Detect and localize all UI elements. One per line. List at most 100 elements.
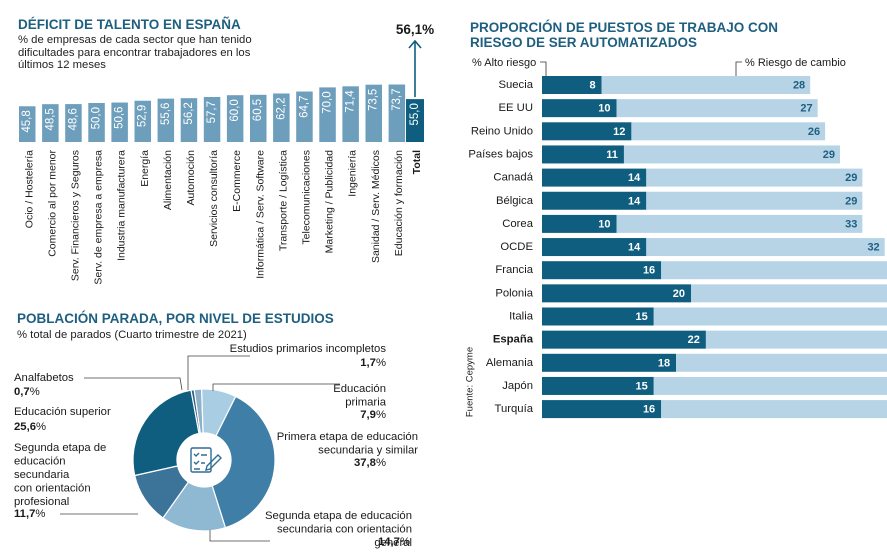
donut-value-label: 1,7% (360, 357, 386, 369)
checklist-icon (190, 447, 222, 473)
sector-bar (250, 94, 267, 142)
change-risk-value: 29 (845, 195, 857, 207)
country-label: España (493, 334, 534, 346)
high-risk-bar (542, 284, 691, 303)
high-risk-value: 12 (613, 126, 625, 138)
high-risk-value: 16 (643, 265, 655, 277)
legend-change-risk-line (735, 61, 742, 77)
sector-value-label: 56,2 (183, 102, 195, 124)
change-risk-bar (646, 191, 863, 210)
sector-bar (319, 87, 336, 142)
high-risk-value: 15 (636, 380, 648, 392)
donut-slice-label: Primera etapa de educación secundaria y s… (277, 431, 419, 457)
sector-value-label: 50,6 (114, 107, 126, 129)
total-bar (406, 99, 424, 142)
high-risk-value: 11 (606, 149, 618, 161)
high-risk-value: 8 (589, 80, 595, 92)
high-risk-value: 22 (688, 334, 700, 346)
donut-slice-label: Analfabetos (14, 372, 74, 384)
sector-category-label: E-Commerce (231, 150, 243, 212)
donut-slice (132, 389, 200, 477)
sector-category-label: Energía (139, 150, 151, 187)
change-risk-bar (646, 238, 885, 257)
sector-value-label: 45,8 (21, 110, 33, 132)
donut-slice-label: Educación primaria (333, 383, 386, 409)
high-risk-value: 14 (628, 195, 641, 207)
sector-value-label: 60,5 (252, 99, 264, 121)
sector-value-label: 50,0 (91, 107, 103, 129)
high-risk-bar (542, 191, 647, 210)
high-risk-bar (542, 214, 617, 233)
sector-bar (296, 91, 313, 142)
change-risk-bar (623, 145, 840, 164)
legend-high-risk-line (540, 61, 547, 77)
talent-chart-title: DÉFICIT DE TALENTO EN ESPAÑA (18, 17, 241, 32)
sector-bar (203, 96, 221, 142)
country-label: Corea (502, 218, 533, 230)
donut-slice-label: Estudios primarios incompletos (230, 343, 387, 355)
donut-leader-line (187, 355, 250, 390)
high-risk-bar (542, 145, 624, 164)
sector-category-label: Serv. de empresa a empresa (93, 150, 105, 285)
change-risk-bar (705, 330, 887, 349)
change-risk-bar (653, 307, 887, 326)
donut-slice (211, 395, 276, 529)
donut-slice-label: Segunda etapa de educación secundaria con o… (14, 442, 106, 508)
high-risk-value: 18 (658, 357, 670, 369)
high-risk-value: 14 (628, 172, 641, 184)
country-label: Bélgica (496, 195, 534, 207)
high-risk-value: 14 (628, 242, 641, 254)
sector-category-label: Sanidad / Serv. Médicos (370, 150, 382, 263)
country-label: Japón (502, 380, 533, 392)
donut-leader-line (84, 377, 183, 391)
sector-bar (65, 104, 82, 142)
sector-bar (342, 86, 359, 142)
high-risk-value: 16 (643, 404, 655, 416)
high-risk-bar (542, 99, 617, 118)
sector-value-label: 73,7 (391, 89, 403, 111)
sector-category-label: Ocio / Hostelería (23, 150, 35, 228)
total-category-label: Total (411, 150, 423, 174)
country-label: Países bajos (468, 148, 533, 160)
high-risk-bar (542, 307, 654, 326)
sector-value-label: 52,9 (137, 105, 149, 127)
change-risk-value: 33 (845, 218, 857, 230)
sector-bar (365, 84, 382, 142)
sector-bar (180, 98, 198, 142)
sector-value-label: 70,0 (322, 91, 334, 113)
high-risk-bar (542, 122, 632, 141)
country-label: Alemania (486, 357, 534, 369)
sector-bar (273, 93, 290, 142)
sector-value-label: 64,7 (298, 96, 310, 118)
country-label: Canadá (493, 172, 533, 184)
sector-category-label: Informática / Serv. Software (254, 150, 266, 279)
change-risk-bar (631, 122, 826, 141)
total-highlight-label: 56,1% (396, 22, 434, 37)
country-label: EE UU (498, 102, 533, 114)
sector-value-label: 57,7 (206, 101, 218, 123)
sector-category-label: Educación y formación (393, 150, 405, 256)
high-risk-value: 20 (673, 288, 685, 300)
legend-change-risk: % Riesgo de cambio (745, 57, 846, 69)
high-risk-value: 10 (598, 218, 610, 230)
sector-category-label: Ingeniería (347, 150, 359, 197)
sector-category-label: Transporte / Logística (277, 150, 289, 251)
sector-value-label: 48,6 (67, 108, 79, 130)
sector-category-label: Automoción (185, 150, 197, 206)
donut-leader-line (212, 383, 340, 391)
sector-bar (388, 84, 406, 142)
donut-value-label: 25,6% (14, 421, 46, 433)
change-risk-value: 29 (845, 172, 857, 184)
high-risk-value: 15 (636, 311, 648, 323)
country-label: Italia (509, 311, 534, 323)
change-risk-bar (691, 284, 887, 303)
sector-category-label: Telecomunicaciones (300, 150, 312, 245)
donut-leader-line (209, 530, 270, 542)
high-risk-bar (542, 353, 677, 372)
legend-high-risk: % Alto riesgo (472, 57, 536, 69)
donut-slice-label: Educación superior (14, 406, 111, 418)
donut-value-label: 7,9% (360, 409, 386, 421)
donut-value-label: 14,7% (378, 536, 410, 548)
donut-value-label: 37,8% (354, 457, 386, 469)
